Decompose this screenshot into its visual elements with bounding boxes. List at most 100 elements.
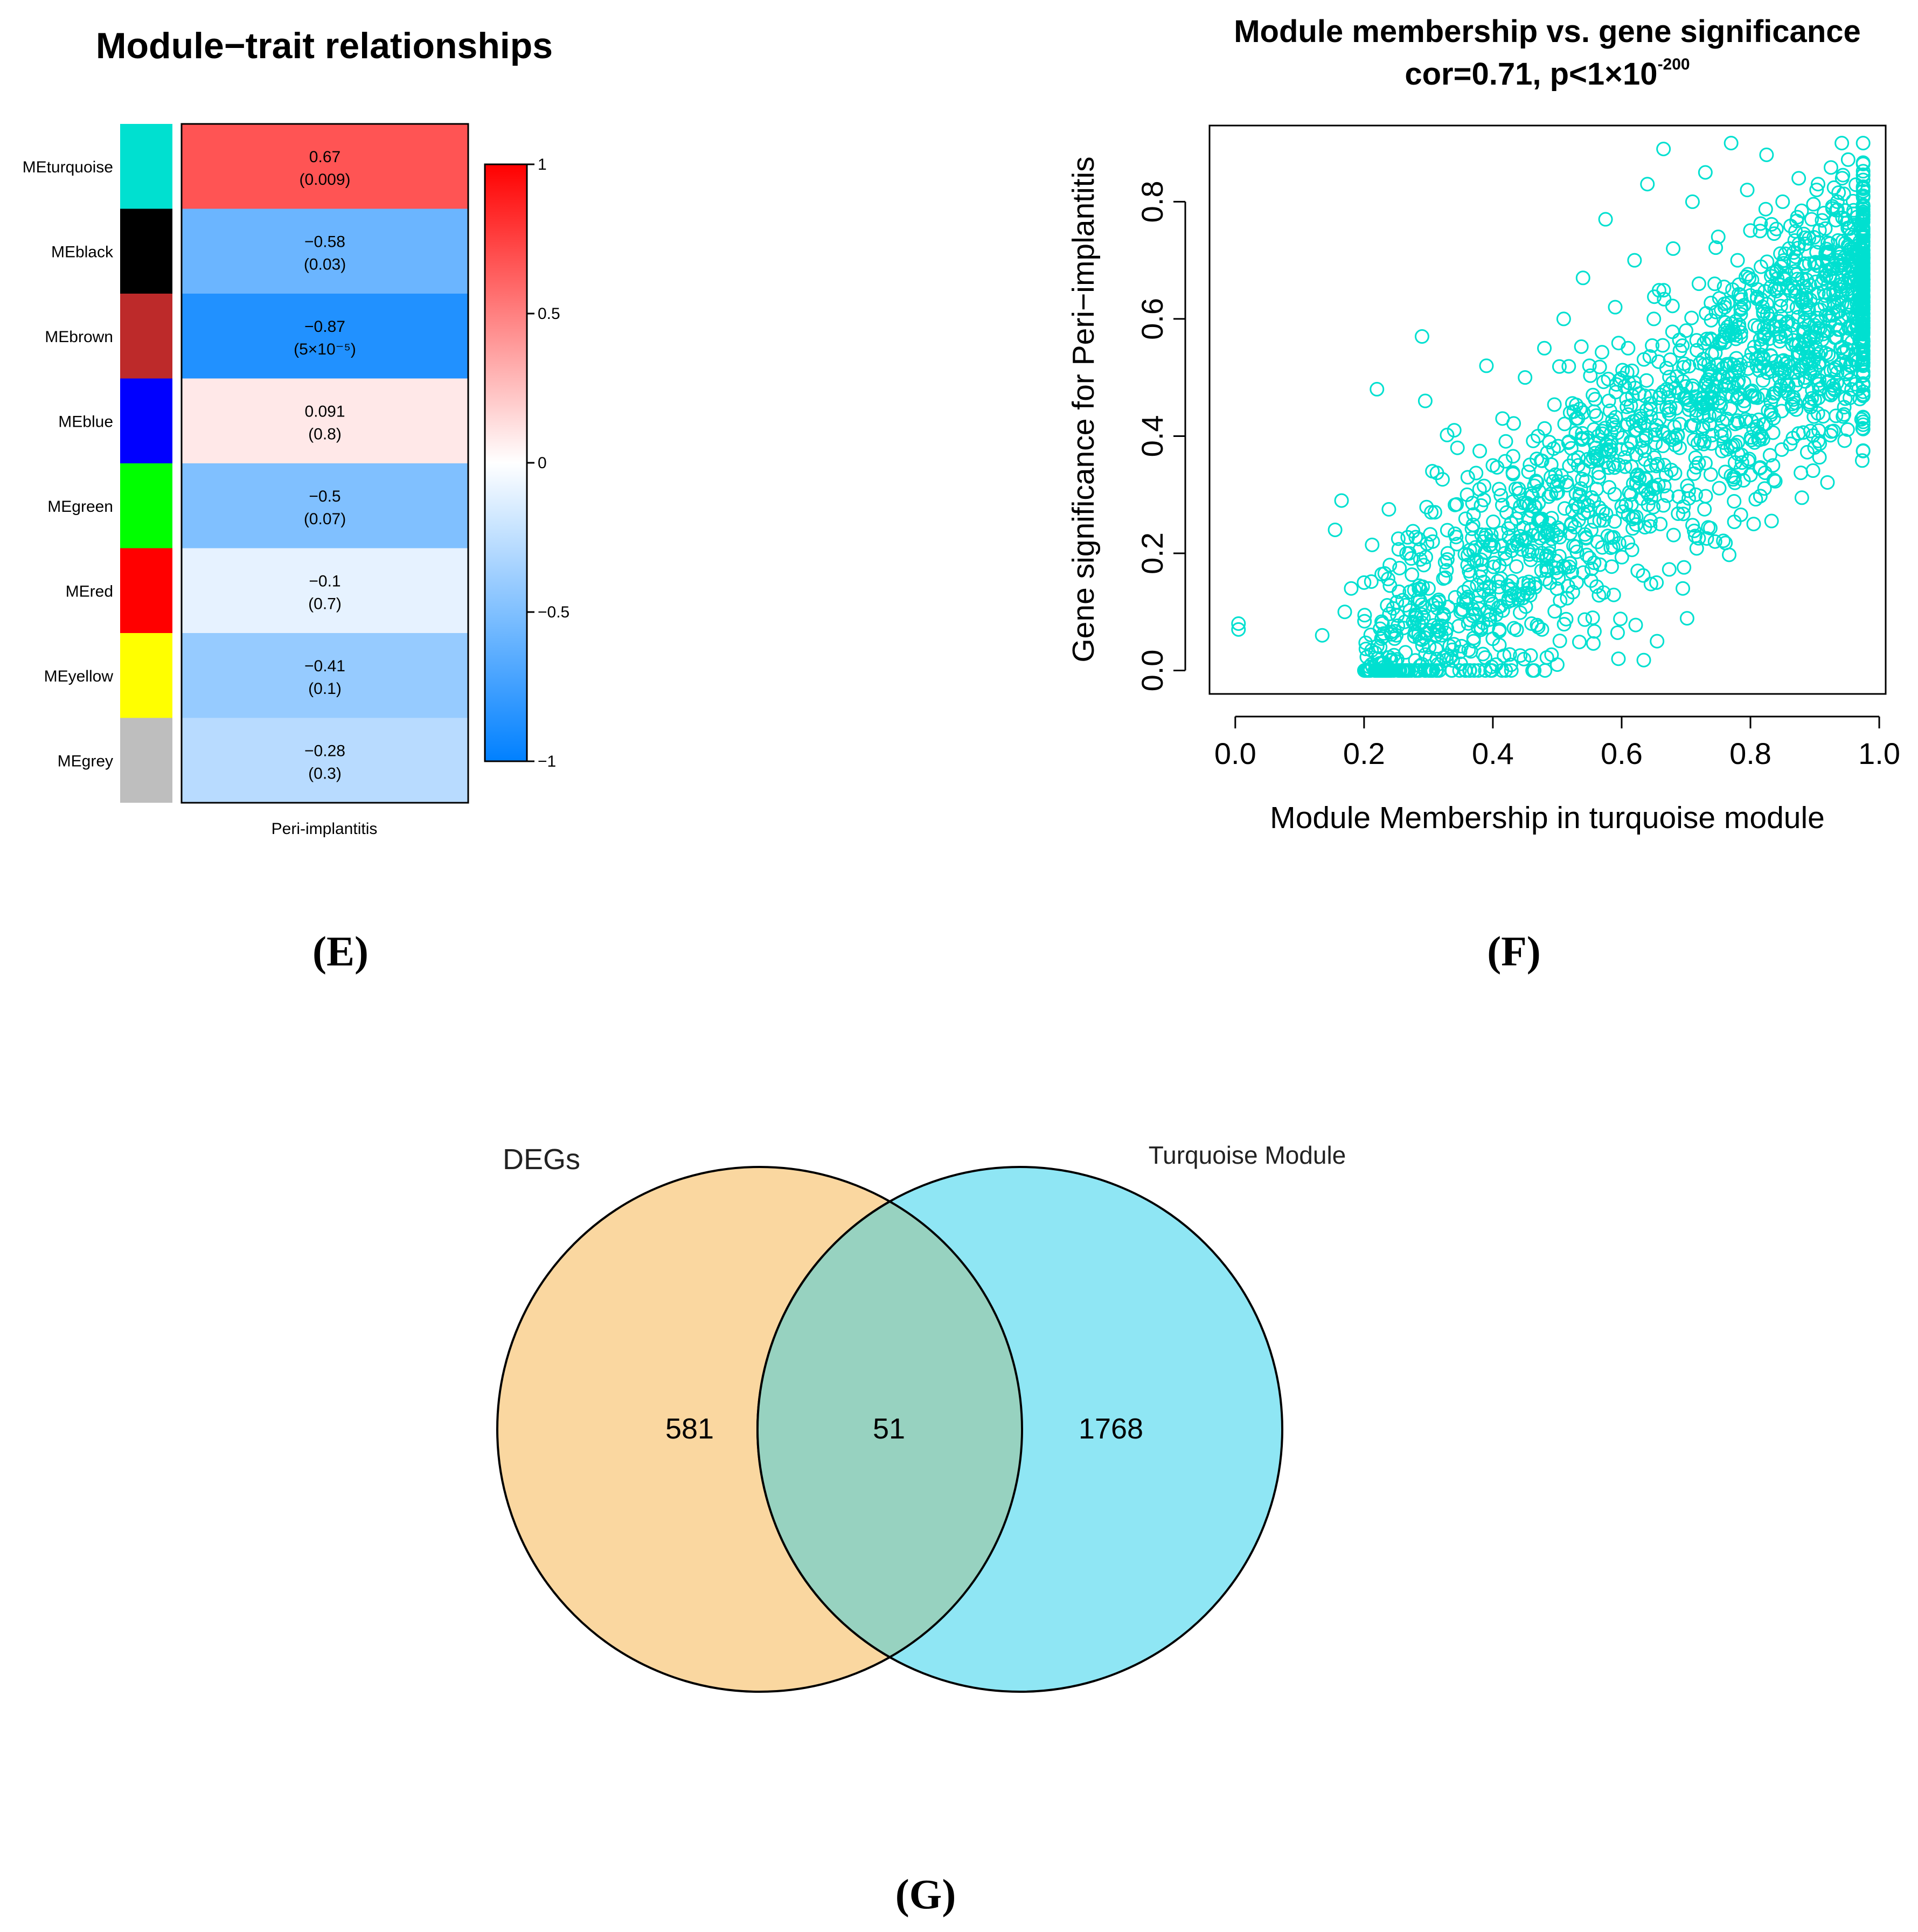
scatter-point	[1714, 428, 1729, 443]
scatter-point	[1734, 455, 1749, 470]
scatter-point	[1461, 616, 1476, 631]
scatter-point	[1596, 585, 1611, 600]
scatter-point	[1741, 454, 1756, 469]
scatter-point	[1602, 445, 1617, 460]
scatter-point	[1854, 453, 1870, 468]
scatter-point	[1497, 546, 1512, 561]
colorbar-tick-label: 0.5	[538, 305, 560, 323]
scatter-point	[1377, 566, 1392, 581]
scatter-point	[1549, 581, 1565, 596]
scatter-point	[1689, 408, 1704, 423]
scatter-point	[1658, 467, 1673, 482]
scatter-point	[1836, 409, 1851, 424]
panel-label-g: (G)	[895, 1871, 956, 1917]
scatter-point	[1392, 561, 1407, 576]
heatmap-xlabel: Peri-implantitis	[272, 820, 378, 838]
scatter-point	[1730, 253, 1745, 268]
scatter-point	[1439, 563, 1454, 578]
scatter-point	[1436, 650, 1451, 665]
scatter-point	[1556, 617, 1572, 632]
scatter-point	[1666, 241, 1681, 256]
scatter-point	[1414, 597, 1429, 612]
scatter-point	[1456, 594, 1471, 609]
scatter-point	[1637, 520, 1652, 535]
scatter-point	[1614, 550, 1629, 565]
scatter-point	[1780, 280, 1795, 295]
scatter-point	[1583, 523, 1599, 538]
scatter-point	[1590, 534, 1605, 550]
scatter-point	[1834, 246, 1849, 261]
scatter-point	[1833, 273, 1848, 288]
scatter-point	[1574, 339, 1589, 354]
scatter-point	[1537, 340, 1552, 356]
scatter-point	[1724, 468, 1739, 483]
scatter-point	[1726, 472, 1741, 487]
scatter-point	[1788, 395, 1803, 411]
scatter-point	[1679, 611, 1694, 626]
venn-diagram: DEGs Turquoise Module 581 51 1768	[496, 1141, 1346, 1693]
scatter-point	[1686, 432, 1701, 447]
scatter-point	[1733, 507, 1748, 522]
scatter-point	[1592, 359, 1607, 374]
scatter-point	[1662, 370, 1677, 385]
scatter-point	[1364, 574, 1379, 589]
scatter-point	[1724, 316, 1739, 331]
scatter-point	[1730, 413, 1745, 428]
scatter-point	[1789, 338, 1804, 353]
y-axis-tick-label: 0.4	[1135, 415, 1169, 457]
scatter-point	[1477, 478, 1492, 494]
scatter-point	[1424, 505, 1439, 520]
scatter-point	[1547, 397, 1562, 412]
scatter-point	[1516, 590, 1531, 606]
scatter-point	[1422, 623, 1437, 638]
scatter-point	[1531, 526, 1546, 541]
scatter-point	[1627, 253, 1642, 268]
x-axis-tick-label: 0.8	[1729, 736, 1771, 770]
scatter-point	[1856, 184, 1871, 199]
scatter-point	[1667, 437, 1683, 453]
scatter-point	[1583, 454, 1599, 469]
scatter-point	[1391, 531, 1406, 546]
scatter-point	[1468, 607, 1483, 622]
scatter-point	[1757, 465, 1773, 480]
scatter-point	[1799, 444, 1815, 460]
row-label-meyellow: MEyellow	[44, 668, 114, 685]
scatter-point	[1504, 663, 1519, 678]
scatter-point	[1758, 416, 1773, 432]
scatter-point	[1753, 460, 1768, 475]
scatter-point	[1400, 530, 1415, 545]
scatter-point	[1695, 352, 1711, 367]
scatter-point	[1719, 412, 1734, 427]
scatter-point	[1426, 618, 1441, 633]
scatter-point	[1757, 284, 1773, 299]
scatter-point	[1541, 489, 1556, 504]
scatter-point	[1423, 663, 1438, 678]
scatter-point	[1612, 372, 1627, 387]
scatter-point	[1717, 377, 1732, 392]
scatter-point	[1831, 322, 1846, 337]
scatter-point	[1585, 561, 1600, 576]
scatter-point	[1649, 458, 1664, 474]
scatter-point	[1753, 224, 1768, 239]
scatter-point	[1796, 226, 1811, 241]
scatter-point	[1835, 210, 1850, 225]
scatter-point	[1439, 648, 1454, 663]
row-label-mebrown: MEbrown	[45, 328, 113, 346]
cell-value-megreen: −0.5	[309, 488, 340, 505]
scatter-point	[1425, 534, 1440, 549]
scatter-point	[1763, 405, 1778, 420]
scatter-point	[1696, 408, 1711, 423]
scatter-point	[1643, 519, 1658, 534]
scatter-point	[1593, 557, 1608, 572]
scatter-point	[1684, 310, 1699, 325]
heatmap-cell-megrey	[182, 718, 468, 803]
scatter-point	[1712, 291, 1727, 306]
scatter-point	[1458, 511, 1473, 526]
cell-pvalue-megreen: (0.07)	[304, 510, 346, 528]
scatter-point	[1826, 381, 1841, 396]
scatter-point	[1425, 597, 1440, 613]
scatter-point	[1389, 595, 1405, 610]
scatter-point	[1429, 663, 1444, 678]
scatter-point	[1841, 321, 1857, 336]
scatter-point	[1575, 270, 1590, 286]
